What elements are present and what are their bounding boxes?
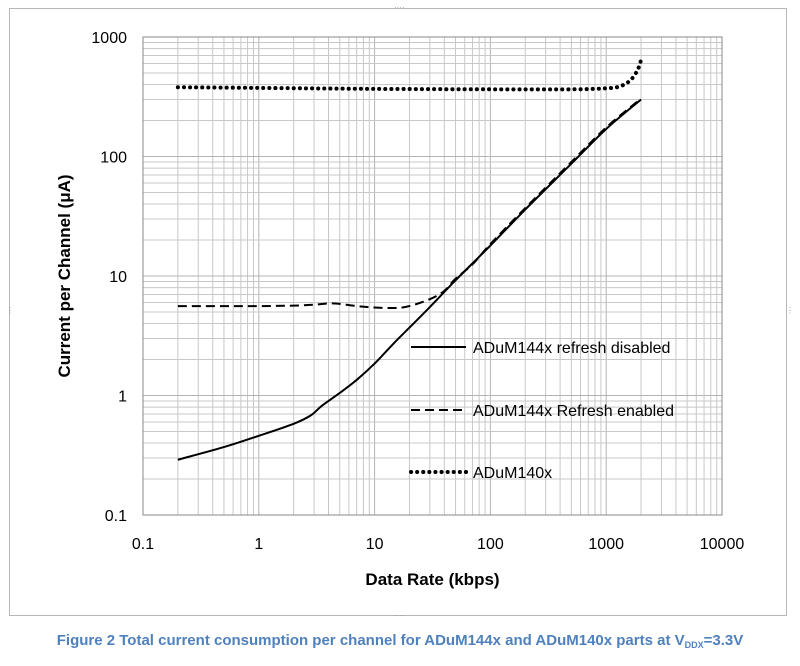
y-tick-label: 10 [109, 269, 127, 286]
caption-subscript: DDX [684, 640, 704, 650]
x-tick-label: 1 [254, 536, 263, 553]
resize-handle-right[interactable]: ⋮ [786, 306, 794, 315]
series-line-3 [175, 58, 644, 92]
x-tick-label: 1000 [588, 536, 624, 553]
x-axis-label: Data Rate (kbps) [365, 570, 499, 589]
data-series [175, 58, 644, 461]
y-axis-label: Current per Channel (μA) [55, 174, 74, 377]
resize-handle-top[interactable]: ···· [394, 3, 405, 12]
x-tick-label: 100 [477, 536, 504, 553]
legend-label: ADuM144x refresh disabled [473, 340, 670, 357]
plot-area [142, 36, 723, 516]
resize-handle-left[interactable]: ⋮ [6, 306, 14, 315]
legend-label: ADuM140x [473, 465, 552, 482]
y-tick-label: 1 [118, 389, 127, 406]
caption-text: Figure 2 Total current consumption per c… [56, 632, 685, 649]
y-tick-label: 100 [100, 150, 127, 167]
x-tick-label: 0.1 [132, 536, 154, 553]
legend-label: ADuM144x Refresh enabled [473, 403, 674, 420]
x-tick-label: 10 [366, 536, 384, 553]
y-tick-label: 1000 [91, 30, 127, 47]
y-tick-label: 0.1 [105, 508, 127, 525]
series-line-2 [177, 97, 642, 310]
tick-labels: 0.1 1 10 100 1000 10000 0.1 1 10 100 1000 [91, 30, 744, 553]
x-tick-label: 10000 [700, 536, 745, 553]
grid-lines [142, 37, 722, 516]
figure-caption: Figure 2 Total current consumption per c… [0, 632, 800, 650]
legend: ADuM144x refresh disabled ADuM144x Refres… [409, 340, 674, 482]
caption-suffix: =3.3V [703, 632, 744, 649]
series-line-1 [177, 98, 642, 461]
resize-handle-bottom[interactable]: ···· [394, 611, 405, 620]
